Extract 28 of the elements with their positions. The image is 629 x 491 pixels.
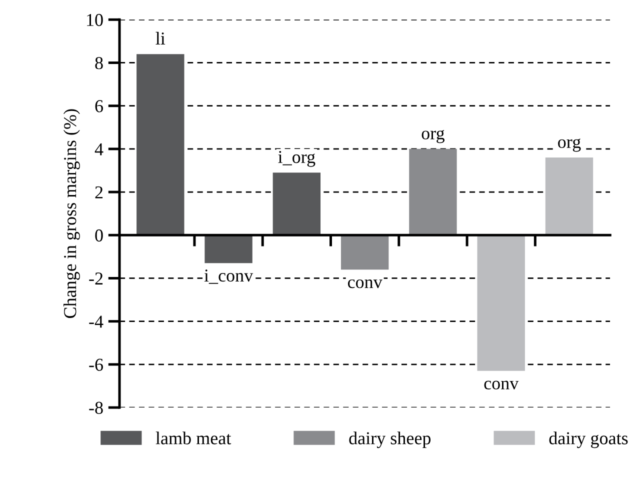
y-tick-label: 4 [94,143,104,156]
y-axis-title: Change in gross margins (%) [64,109,80,318]
bar [409,148,457,236]
legend-label: dairy goats [549,432,628,448]
y-tick-label: 0 [95,229,103,242]
bar [204,235,252,264]
y-tick-label: -2 [89,272,103,284]
y-tick-label: 10 [87,14,103,26]
y-tick-label: 6 [95,100,103,112]
data-label: conv [348,279,382,288]
y-tick-label: -8 [89,402,103,414]
data-label: org [422,130,444,144]
y-tick-label: 8 [95,56,103,70]
bar [477,235,525,371]
y-tick-label: -4 [89,316,104,328]
legend-label: dairy sheep [349,432,431,448]
y-tick-label: -6 [89,358,103,371]
data-label: org [558,138,581,152]
data-label: li [156,32,166,44]
data-label: conv [484,380,519,390]
bar [545,158,594,236]
data-label: i_conv [204,270,254,284]
data-label: i_org [278,150,316,167]
y-tick-label: 2 [95,186,103,198]
bar [272,172,321,236]
bar [136,54,184,236]
legend-label: lamb meat [156,432,232,444]
bar [340,235,389,270]
